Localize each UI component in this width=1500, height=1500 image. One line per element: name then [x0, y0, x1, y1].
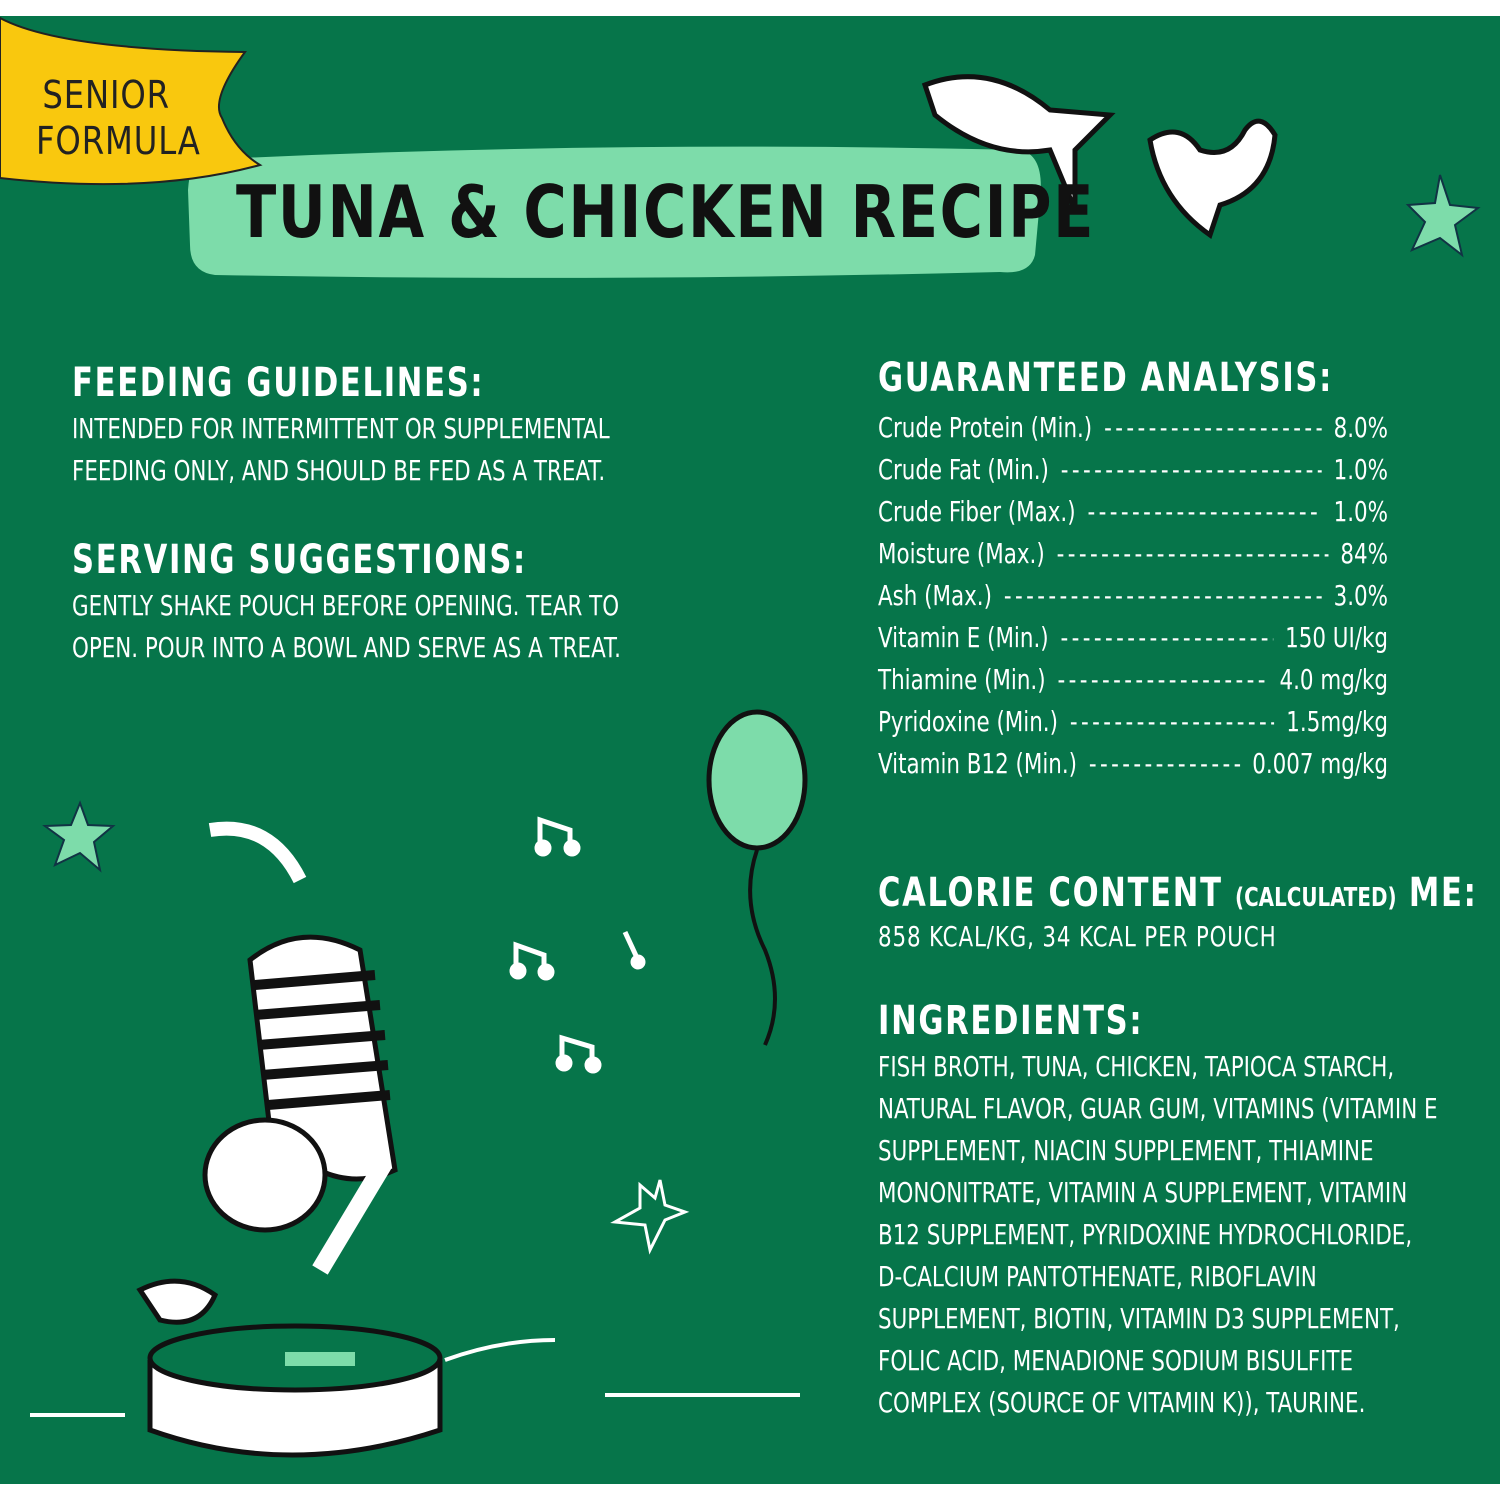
- nutrient-name: Crude Fiber (Max.): [878, 495, 1076, 528]
- badge-line: SENIOR: [42, 73, 170, 117]
- ingredients-line: SUPPLEMENT, NIACIN SUPPLEMENT, THIAMINE: [878, 1134, 1374, 1167]
- serving-heading: SERVING SUGGESTIONS:: [72, 537, 527, 583]
- nutrient-name: Thiamine (Min.): [878, 663, 1046, 696]
- dot-leader: ----------------------------------------: [1056, 537, 1329, 570]
- analysis-row: Ash (Max.) ------------------------------…: [878, 575, 1388, 617]
- senior-formula-ribbon: [0, 16, 263, 186]
- dot-leader: ----------------------------------------: [1057, 663, 1268, 696]
- nutrient-value: 150 UI/kg: [1285, 621, 1388, 654]
- feeding-line: FEEDING ONLY, AND SHOULD BE FED AS A TRE…: [72, 454, 606, 487]
- ingredients-line: FISH BROTH, TUNA, CHICKEN, TAPIOCA STARC…: [878, 1050, 1395, 1083]
- calorie-heading-main: CALORIE CONTENT: [878, 870, 1223, 916]
- analysis-row: Pyridoxine (Min.) -----------------------…: [878, 701, 1388, 743]
- calorie-text: 858 KCAL/KG, 34 KCAL PER POUCH: [878, 920, 1277, 953]
- badge-line: FORMULA: [36, 119, 201, 163]
- ingredients-line: MONONITRATE, VITAMIN A SUPPLEMENT, VITAM…: [878, 1176, 1408, 1209]
- balloon-icon: [706, 709, 808, 1046]
- cat-illustration: [202, 821, 398, 1275]
- star-icon: [42, 174, 1481, 873]
- calorie-heading-calculated: (CALCULATED): [1235, 883, 1397, 913]
- guaranteed-analysis: GUARANTEED ANALYSIS: Crude Protein (Min.…: [878, 355, 1478, 785]
- motion-lines: [30, 1338, 800, 1417]
- ingredients-heading: INGREDIENTS:: [878, 998, 1144, 1044]
- nutrient-name: Crude Fat (Min.): [878, 453, 1049, 486]
- fish-icon: [921, 74, 1116, 211]
- feeding-guidelines: FEEDING GUIDELINES: INTENDED FOR INTERMI…: [72, 360, 705, 492]
- product-title: TUNA & CHICKEN RECIPE: [236, 170, 1096, 254]
- nutrient-name: Crude Protein (Min.): [878, 411, 1093, 444]
- ingredients-line: D-CALCIUM PANTOTHENATE, RIBOFLAVIN: [878, 1260, 1317, 1293]
- ingredients-line: SUPPLEMENT, BIOTIN, VITAMIN D3 SUPPLEMEN…: [878, 1302, 1400, 1335]
- nutrient-value: 84%: [1340, 537, 1388, 570]
- feeding-heading: FEEDING GUIDELINES:: [72, 360, 485, 406]
- serving-line: OPEN. POUR INTO A BOWL AND SERVE AS A TR…: [72, 631, 621, 664]
- senior-formula-badge: SENIOR FORMULA: [36, 72, 201, 164]
- title-banner-shape: [188, 146, 1041, 278]
- calorie-content: CALORIE CONTENT (CALCULATED) ME: 858 KCA…: [878, 870, 1500, 958]
- analysis-row: Crude Fiber (Max.) ----------------------…: [878, 491, 1388, 533]
- calorie-heading-me: ME:: [1408, 870, 1478, 916]
- dot-leader: ----------------------------------------: [1104, 411, 1322, 444]
- dot-leader: ----------------------------------------: [1087, 495, 1322, 528]
- bowl-illustration: [136, 1278, 443, 1458]
- star-outline-icon: [610, 1179, 690, 1255]
- nutrient-value: 8.0%: [1333, 411, 1388, 444]
- calorie-heading: CALORIE CONTENT (CALCULATED) ME:: [878, 870, 1478, 916]
- nutrient-value: 4.0 mg/kg: [1279, 663, 1388, 696]
- dot-leader: ----------------------------------------: [1060, 621, 1274, 654]
- ingredients-line: COMPLEX (SOURCE OF VITAMIN K)), TAURINE.: [878, 1386, 1366, 1419]
- dot-leader: ----------------------------------------: [1003, 579, 1322, 612]
- nutrient-name: Vitamin E (Min.): [878, 621, 1049, 654]
- nutrient-name: Moisture (Max.): [878, 537, 1045, 570]
- nutrient-value: 1.0%: [1333, 453, 1388, 486]
- feeding-line: INTENDED FOR INTERMITTENT OR SUPPLEMENTA…: [72, 412, 610, 445]
- nutrient-name: Pyridoxine (Min.): [878, 705, 1058, 738]
- chicken-icon: [1147, 118, 1278, 239]
- serving-line: GENTLY SHAKE POUCH BEFORE OPENING. TEAR …: [72, 589, 620, 622]
- dot-leader: ----------------------------------------: [1069, 705, 1275, 738]
- ingredients: INGREDIENTS: FISH BROTH, TUNA, CHICKEN, …: [878, 998, 1500, 1424]
- analysis-row: Thiamine (Min.) -------------------------…: [878, 659, 1388, 701]
- analysis-row: Vitamin E (Min.) ------------------------…: [878, 617, 1388, 659]
- analysis-row: Crude Protein (Min.) --------------------…: [878, 407, 1388, 449]
- nutrient-name: Ash (Max.): [878, 579, 992, 612]
- analysis-heading: GUARANTEED ANALYSIS:: [878, 355, 1334, 401]
- nutrient-name: Vitamin B12 (Min.): [878, 747, 1078, 780]
- dot-leader: ----------------------------------------: [1060, 453, 1322, 486]
- serving-suggestions: SERVING SUGGESTIONS: GENTLY SHAKE POUCH …: [72, 537, 718, 669]
- nutrient-value: 1.0%: [1333, 495, 1388, 528]
- ingredients-line: NATURAL FLAVOR, GUAR GUM, VITAMINS (VITA…: [878, 1092, 1438, 1125]
- ingredients-line: FOLIC ACID, MENADIONE SODIUM BISULFITE: [878, 1344, 1354, 1377]
- analysis-row: Vitamin B12 (Min.) ----------------------…: [878, 743, 1388, 785]
- dot-leader: ----------------------------------------: [1088, 747, 1240, 780]
- nutrient-value: 1.5mg/kg: [1286, 705, 1388, 738]
- nutrient-value: 0.007 mg/kg: [1252, 747, 1388, 780]
- music-notes-icon: [509, 816, 646, 1074]
- nutrient-value: 3.0%: [1333, 579, 1388, 612]
- analysis-row: Moisture (Max.) -------------------------…: [878, 533, 1388, 575]
- analysis-row: Crude Fat (Min.) ------------------------…: [878, 449, 1388, 491]
- ingredients-line: B12 SUPPLEMENT, PYRIDOXINE HYDROCHLORIDE…: [878, 1218, 1413, 1251]
